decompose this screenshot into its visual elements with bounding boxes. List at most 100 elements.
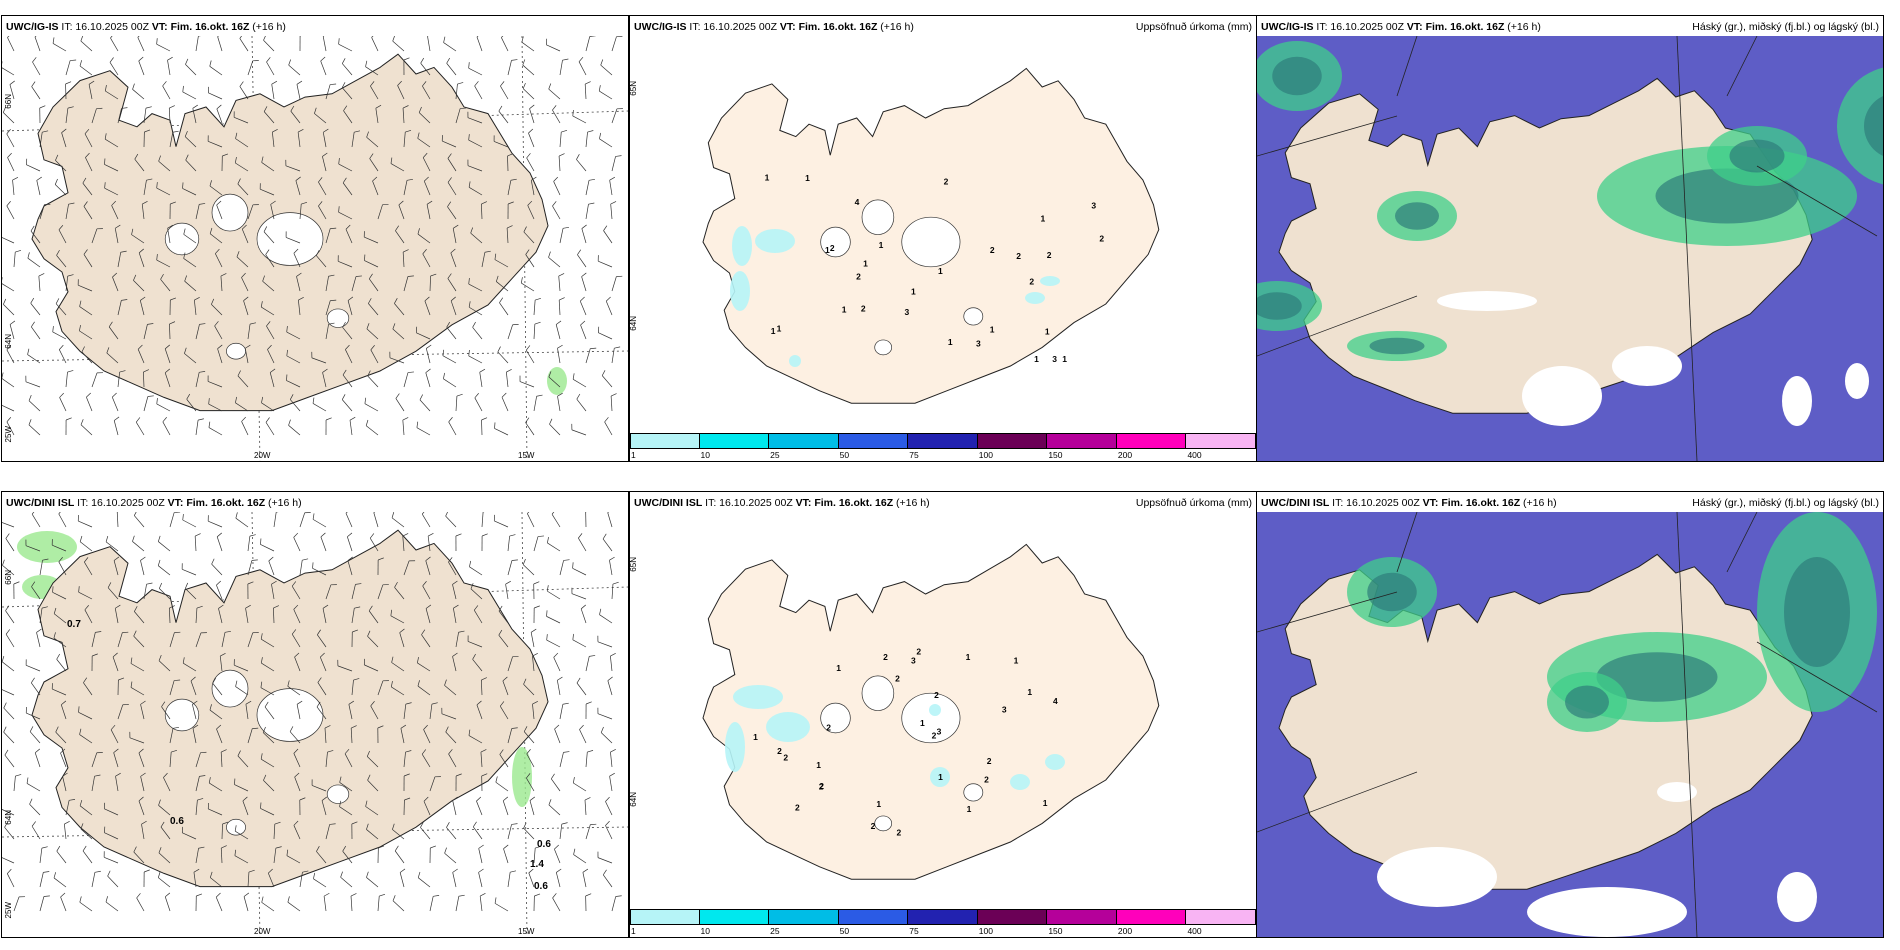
valid-prefix: VT:	[167, 497, 184, 509]
wind-barb	[2, 237, 15, 244]
model-name: UWC/DINI ISL	[6, 497, 75, 509]
wind-barb	[25, 659, 41, 672]
wind-barb	[494, 897, 509, 912]
wind-barb	[65, 59, 77, 76]
wind-barb	[13, 774, 22, 792]
wind-barb	[507, 534, 516, 552]
wind-barb	[366, 871, 379, 888]
wind-barb	[547, 536, 561, 552]
lon-label-15: 15W	[518, 927, 535, 936]
precip-area	[930, 767, 950, 787]
wind-barb	[507, 727, 518, 744]
precip-area	[1040, 276, 1060, 286]
wind-barb	[299, 558, 309, 576]
wind-barb	[320, 532, 327, 552]
glacier	[211, 193, 249, 232]
wind-barb	[468, 134, 483, 148]
wind-barb	[34, 36, 41, 52]
wind-barb	[455, 630, 465, 648]
wind-barb	[135, 417, 145, 436]
precip-value-label: 1	[863, 259, 868, 269]
wind-barb	[214, 321, 223, 340]
graticule-line	[2, 350, 628, 362]
wind-barb	[417, 680, 431, 696]
wind-barb	[65, 274, 74, 292]
wind-barb	[141, 200, 148, 220]
wind-barb	[235, 396, 249, 412]
wind-barb	[314, 107, 327, 124]
wind-barb	[5, 533, 15, 552]
wind-barb	[403, 57, 410, 76]
wind-barb	[117, 107, 128, 124]
wind-barb	[130, 657, 145, 672]
wind-barb	[403, 560, 416, 576]
wind-barb	[507, 201, 514, 220]
lon-label-25: 25W	[4, 902, 13, 919]
wind-barb	[235, 512, 249, 528]
precip-value-label: 3	[1052, 354, 1057, 364]
wind-barb	[342, 177, 353, 196]
wind-barb	[585, 655, 596, 672]
wind-barb	[78, 586, 93, 600]
wind-barb	[9, 320, 16, 340]
wind-barb	[60, 748, 67, 768]
high-cloud	[1272, 56, 1322, 96]
wind-barb	[377, 680, 389, 696]
wind-barb	[366, 750, 379, 768]
wind-barb	[481, 201, 487, 220]
wind-barb	[299, 202, 308, 220]
wind-barb	[529, 796, 536, 816]
colorbar-tick-label: 50	[839, 926, 850, 936]
wind-barb	[167, 224, 173, 244]
wind-barb	[445, 512, 457, 528]
wind-barb	[26, 777, 41, 792]
clear-sky	[1377, 847, 1497, 907]
wind-barb	[441, 135, 457, 148]
wind-barb	[476, 36, 483, 52]
wind-barb	[472, 321, 483, 340]
precip-colorbar: 1 10 25 50 75 100 150 200 400	[630, 433, 1256, 461]
wind-barb	[351, 130, 361, 148]
wind-barb	[446, 321, 457, 340]
wind-barb	[247, 581, 254, 600]
wind-barb	[468, 278, 483, 292]
wind-barb	[79, 324, 93, 340]
high-cloud	[1784, 557, 1850, 667]
wind-barb	[351, 678, 360, 696]
wind-barb	[498, 105, 509, 124]
wind-barb	[604, 417, 613, 436]
wind-barb	[65, 202, 75, 220]
wind-barb	[525, 249, 535, 268]
panel-header: UWC/IG-IS IT: 16.10.2025 00Z VT: Fim. 16…	[630, 16, 1256, 38]
wind-barb	[91, 228, 103, 244]
precip-value-label: 1	[771, 326, 776, 336]
wind-barb	[423, 724, 431, 744]
valid-time: Fim. 16.okt. 16Z	[798, 21, 878, 33]
wind-barb	[295, 176, 301, 196]
wind-barb	[293, 604, 301, 624]
precip-value-label: 2	[895, 674, 900, 684]
colorbar-tick-label: 75	[909, 450, 919, 460]
wind-barb	[365, 800, 379, 816]
wind-barb	[36, 176, 42, 196]
wind-barb	[417, 871, 431, 888]
grid-line	[1726, 512, 1758, 573]
wind-barb	[394, 298, 405, 316]
wind-barb	[337, 255, 353, 268]
wind-barb	[220, 273, 227, 292]
wind-barb	[605, 796, 613, 816]
wind-barb	[296, 700, 303, 720]
wind-barb	[84, 128, 93, 148]
wind-barb	[169, 726, 180, 744]
wind-barb	[366, 323, 379, 340]
lead-time: (+16 h)	[252, 21, 286, 33]
wind-barb	[109, 57, 119, 76]
wind-barb	[59, 392, 67, 412]
wind-barb	[420, 57, 431, 76]
wind-barb	[443, 372, 457, 388]
wind-barb	[481, 417, 488, 436]
wind-barb	[220, 845, 227, 864]
grid-line	[1257, 771, 1418, 833]
precip-value-label: 1	[938, 266, 943, 276]
wind-barb	[209, 60, 223, 76]
